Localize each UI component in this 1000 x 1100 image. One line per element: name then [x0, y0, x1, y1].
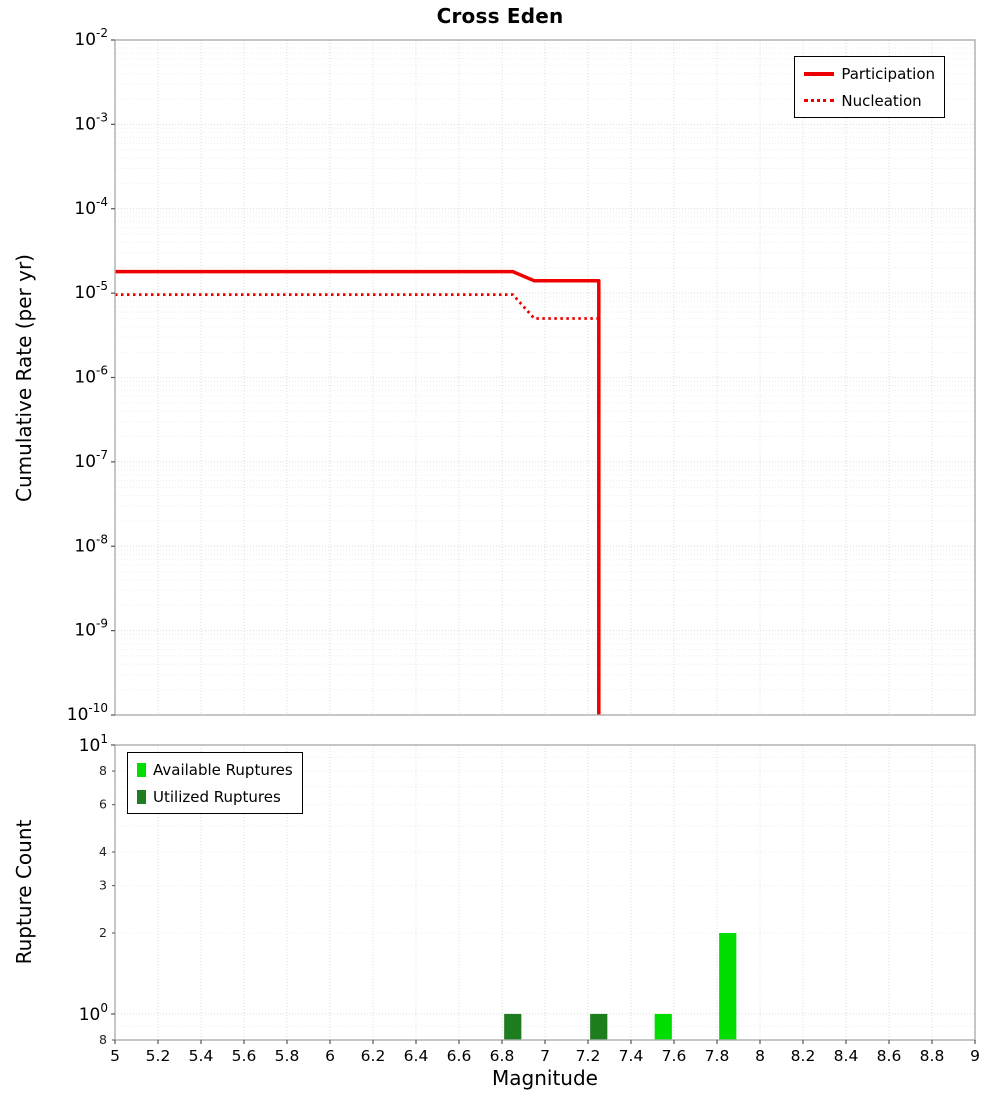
x-axis-label: Magnitude — [492, 1066, 598, 1090]
svg-text:10-3: 10-3 — [74, 110, 108, 134]
svg-text:6.8: 6.8 — [490, 1047, 515, 1065]
participation-line-swatch — [804, 71, 835, 76]
svg-text:6: 6 — [99, 797, 107, 812]
svg-text:7.8: 7.8 — [705, 1047, 730, 1065]
svg-text:8.6: 8.6 — [877, 1047, 902, 1065]
participation-line — [115, 269, 601, 715]
svg-text:5.4: 5.4 — [189, 1047, 214, 1065]
svg-text:4: 4 — [99, 844, 107, 859]
nucleation-line — [115, 293, 601, 715]
svg-text:8: 8 — [755, 1047, 765, 1065]
svg-text:6.2: 6.2 — [361, 1047, 386, 1065]
svg-text:5.6: 5.6 — [232, 1047, 257, 1065]
rupture-bar — [654, 1013, 672, 1040]
legend-label-utilized: Utilized Ruptures — [153, 787, 281, 806]
svg-text:6.6: 6.6 — [447, 1047, 472, 1065]
bottom-gridlines — [114, 744, 976, 1040]
legend-entry-available: Available Ruptures — [137, 756, 293, 783]
svg-text:10-7: 10-7 — [74, 448, 108, 472]
svg-text:5: 5 — [110, 1047, 120, 1065]
svg-text:6.4: 6.4 — [404, 1047, 429, 1065]
svg-text:2: 2 — [99, 925, 107, 940]
svg-text:9: 9 — [970, 1047, 980, 1065]
rupture-bars — [504, 932, 737, 1040]
rupture-bar — [719, 932, 737, 1040]
nucleation-line-swatch — [804, 99, 835, 102]
rupture-bar — [504, 1013, 522, 1040]
svg-text:10-5: 10-5 — [74, 279, 108, 303]
top-y-tick-labels: 10-2 10-3 10-4 10-5 10-6 10-7 10-8 10-9 10-10 — [67, 26, 115, 725]
svg-text:3: 3 — [99, 878, 107, 893]
svg-text:7.6: 7.6 — [662, 1047, 687, 1065]
svg-text:8.2: 8.2 — [791, 1047, 816, 1065]
legend-label-participation: Participation — [841, 64, 935, 83]
x-tick-labels: 5 5.2 5.4 5.6 5.8 6 6.2 6.4 6.6 6.8 7 7.2 7.4 7.6 7.8 8… — [110, 1040, 980, 1065]
bottom-y-axis-label: Rupture Count — [12, 819, 36, 965]
top-series — [115, 269, 601, 715]
svg-text:10-4: 10-4 — [74, 195, 108, 219]
legend-label-nucleation: Nucleation — [841, 91, 922, 110]
utilized-ruptures-swatch — [137, 789, 146, 804]
svg-text:101: 101 — [79, 732, 108, 756]
bottom-y-tick-labels: 101 100 8 6 4 3 2 8 — [79, 732, 115, 1047]
svg-text:10-9: 10-9 — [74, 617, 108, 641]
svg-text:8.8: 8.8 — [920, 1047, 945, 1065]
svg-text:7: 7 — [540, 1047, 550, 1065]
rupture-bar — [590, 1013, 608, 1040]
top-gridlines — [114, 39, 976, 716]
svg-text:10-8: 10-8 — [74, 532, 108, 556]
chart-title: Cross Eden — [436, 4, 564, 28]
svg-text:8.4: 8.4 — [834, 1047, 859, 1065]
svg-text:7.4: 7.4 — [619, 1047, 644, 1065]
svg-text:7.2: 7.2 — [576, 1047, 601, 1065]
svg-text:10-2: 10-2 — [74, 26, 108, 50]
legend-entry-nucleation: Nucleation — [804, 87, 935, 114]
svg-text:10-6: 10-6 — [74, 364, 108, 388]
svg-text:6: 6 — [325, 1047, 335, 1065]
bottom-legend: Available Ruptures Utilized Ruptures — [127, 752, 303, 814]
svg-text:100: 100 — [79, 1001, 108, 1025]
available-ruptures-swatch — [137, 762, 146, 777]
svg-text:5.8: 5.8 — [275, 1047, 300, 1065]
legend-entry-participation: Participation — [804, 60, 935, 87]
svg-text:8: 8 — [99, 763, 107, 778]
top-panel: 10-2 10-3 10-4 10-5 10-6 10-7 10-8 10-9 10-10 — [67, 26, 976, 725]
svg-text:5.2: 5.2 — [146, 1047, 171, 1065]
legend-entry-utilized: Utilized Ruptures — [137, 783, 293, 810]
legend-label-available: Available Ruptures — [153, 760, 293, 779]
top-legend: Participation Nucleation — [794, 56, 945, 118]
svg-text:8: 8 — [99, 1032, 107, 1047]
top-y-axis-label: Cumulative Rate (per yr) — [12, 254, 36, 502]
svg-text:10-10: 10-10 — [67, 701, 108, 725]
